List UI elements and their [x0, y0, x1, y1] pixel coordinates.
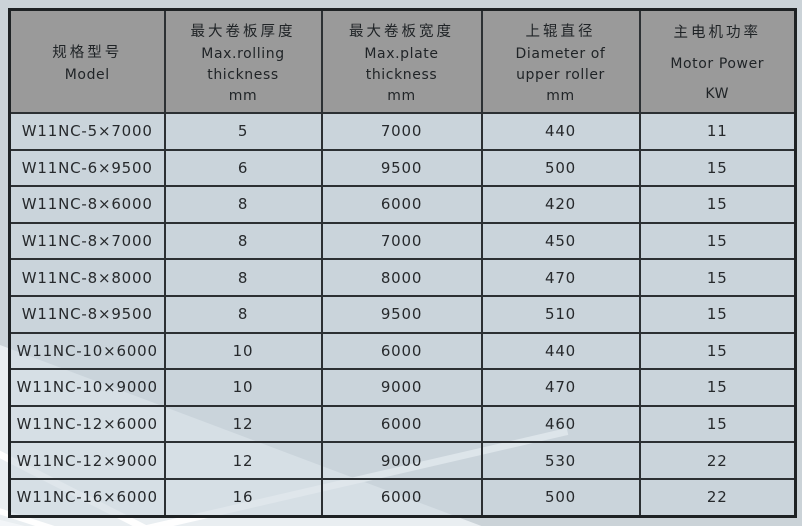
header-motor-power-zh: 主电机功率 — [673, 25, 761, 41]
cell-width: 7000 — [320, 221, 483, 261]
table-row: W11NC-12×9000 12 9000 530 22 — [8, 441, 797, 480]
cell-power: 22 — [638, 441, 797, 480]
table-row: W11NC-10×6000 10 6000 440 15 — [8, 331, 797, 371]
table-row: W11NC-8×7000 8 7000 450 15 — [8, 221, 797, 261]
cell-power: 15 — [638, 148, 797, 188]
cell-model: W11NC-10×6000 — [8, 331, 166, 371]
cell-thickness: 5 — [163, 112, 323, 151]
cell-model: W11NC-8×8000 — [8, 258, 166, 297]
cell-diameter: 420 — [480, 185, 641, 224]
cell-model: W11NC-10×9000 — [8, 368, 166, 407]
cell-power: 15 — [638, 404, 797, 444]
table-row: W11NC-10×9000 10 9000 470 15 — [8, 368, 797, 407]
cell-width: 6000 — [320, 404, 483, 444]
header-max-plate-unit: mm — [387, 87, 416, 104]
table-row: W11NC-6×9500 6 9500 500 15 — [8, 148, 797, 188]
header-row: 规格型号 Model 最大卷板厚度 Max.rolling thickness … — [8, 8, 797, 114]
cell-model: W11NC-8×7000 — [8, 221, 166, 261]
header-max-rolling-thickness: 最大卷板厚度 Max.rolling thickness mm — [163, 8, 323, 114]
cell-power: 11 — [638, 112, 797, 151]
cell-model: W11NC-8×6000 — [8, 185, 166, 224]
cell-power: 15 — [638, 258, 797, 297]
cell-power: 15 — [638, 368, 797, 407]
header-max-plate-zh: 最大卷板宽度 — [349, 23, 454, 40]
header-max-rolling-unit: mm — [228, 87, 258, 104]
cell-power: 15 — [638, 221, 797, 261]
spec-table: 规格型号 Model 最大卷板厚度 Max.rolling thickness … — [8, 8, 797, 518]
header-upper-roller-unit: mm — [546, 87, 575, 104]
cell-model: W11NC-16×6000 — [8, 477, 166, 518]
table-row: W11NC-12×6000 12 6000 460 15 — [8, 404, 797, 444]
cell-thickness: 8 — [163, 185, 323, 224]
header-motor-power: 主电机功率 Motor Power KW — [638, 8, 797, 114]
cell-thickness: 12 — [163, 404, 323, 444]
header-model: 规格型号 Model — [8, 8, 166, 114]
cell-model: W11NC-6×9500 — [8, 148, 166, 188]
header-upper-roller-en2: upper roller — [516, 66, 605, 83]
cell-thickness: 10 — [163, 331, 323, 371]
cell-thickness: 16 — [163, 477, 323, 518]
cell-diameter: 470 — [480, 258, 641, 297]
cell-thickness: 8 — [163, 294, 323, 334]
cell-power: 15 — [638, 185, 797, 224]
cell-thickness: 8 — [163, 221, 323, 261]
cell-power: 15 — [638, 294, 797, 334]
cell-width: 9000 — [320, 441, 483, 480]
cell-diameter: 440 — [480, 112, 641, 151]
cell-diameter: 500 — [480, 477, 641, 518]
cell-thickness: 12 — [163, 441, 323, 480]
header-model-zh: 规格型号 — [52, 44, 123, 61]
cell-model: W11NC-12×6000 — [8, 404, 166, 444]
cell-diameter: 510 — [480, 294, 641, 334]
header-max-plate-en2: thickness — [365, 66, 438, 83]
header-max-rolling-en1: Max.rolling — [201, 45, 285, 62]
cell-model: W11NC-8×9500 — [8, 294, 166, 334]
header-max-plate-en1: Max.plate — [364, 45, 439, 62]
cell-width: 7000 — [320, 112, 483, 151]
cell-thickness: 6 — [163, 148, 323, 188]
cell-model: W11NC-12×9000 — [8, 441, 166, 480]
header-max-rolling-en2: thickness — [207, 66, 279, 83]
cell-diameter: 470 — [480, 368, 641, 407]
cell-diameter: 460 — [480, 404, 641, 444]
cell-width: 9500 — [320, 294, 483, 334]
cell-width: 6000 — [320, 185, 483, 224]
table-row: W11NC-16×6000 16 6000 500 22 — [8, 477, 797, 518]
cell-width: 9000 — [320, 368, 483, 407]
cell-diameter: 530 — [480, 441, 641, 480]
header-motor-power-unit: KW — [705, 86, 730, 102]
cell-diameter: 500 — [480, 148, 641, 188]
header-upper-roller-en1: Diameter of — [515, 45, 606, 62]
cell-power: 22 — [638, 477, 797, 518]
header-upper-roller-zh: 上辊直径 — [525, 23, 596, 40]
cell-power: 15 — [638, 331, 797, 371]
header-max-rolling-zh: 最大卷板厚度 — [190, 23, 296, 40]
cell-width: 9500 — [320, 148, 483, 188]
cell-diameter: 440 — [480, 331, 641, 371]
cell-thickness: 10 — [163, 368, 323, 407]
header-model-en: Model — [64, 66, 110, 83]
table-row: W11NC-8×8000 8 8000 470 15 — [8, 258, 797, 297]
table-row: W11NC-8×9500 8 9500 510 15 — [8, 294, 797, 334]
header-max-plate-thickness: 最大卷板宽度 Max.plate thickness mm — [320, 8, 483, 114]
header-upper-roller-diameter: 上辊直径 Diameter of upper roller mm — [480, 8, 641, 114]
cell-width: 6000 — [320, 477, 483, 518]
cell-model: W11NC-5×7000 — [8, 112, 166, 151]
cell-thickness: 8 — [163, 258, 323, 297]
table-row: W11NC-8×6000 8 6000 420 15 — [8, 185, 797, 224]
cell-width: 6000 — [320, 331, 483, 371]
cell-diameter: 450 — [480, 221, 641, 261]
table-row: W11NC-5×7000 5 7000 440 11 — [8, 112, 797, 151]
cell-width: 8000 — [320, 258, 483, 297]
header-motor-power-en: Motor Power — [670, 56, 765, 72]
